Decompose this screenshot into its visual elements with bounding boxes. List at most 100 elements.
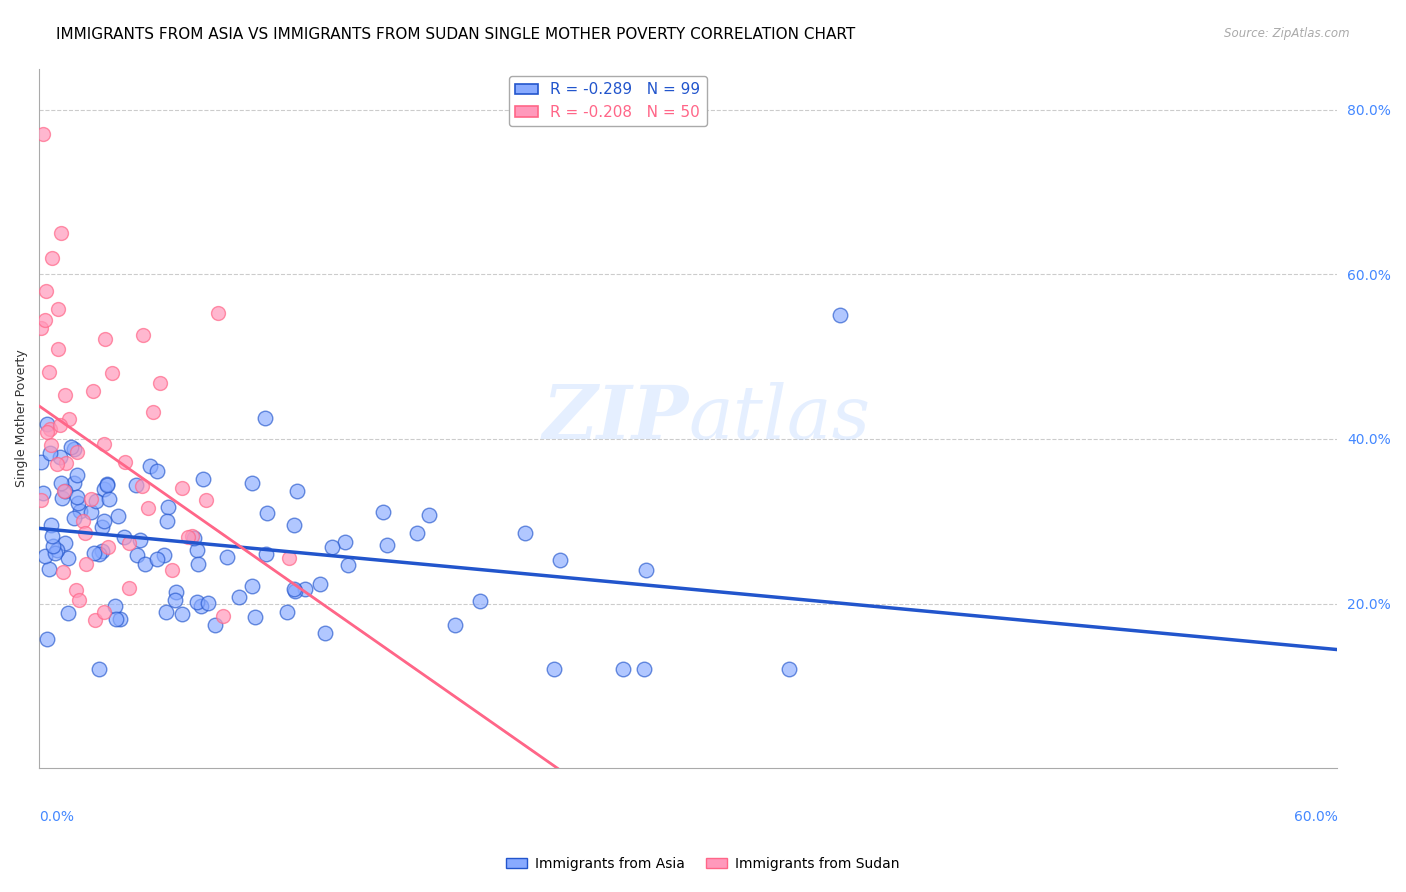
- Point: [37, 632, 59, 647]
- Point: [66, 468, 89, 483]
- Point: [125, 548, 148, 562]
- Point: [156, 514, 179, 528]
- Point: [41, 251, 63, 265]
- Legend: Immigrants from Asia, Immigrants from Sudan: Immigrants from Asia, Immigrants from Su…: [501, 851, 905, 876]
- Point: [190, 599, 212, 614]
- Point: [131, 478, 153, 492]
- Point: [80, 491, 103, 506]
- Point: [170, 607, 193, 621]
- Point: [548, 553, 571, 567]
- Point: [153, 548, 176, 562]
- Point: [543, 663, 565, 677]
- Text: ZIP: ZIP: [541, 382, 689, 455]
- Point: [39, 438, 62, 452]
- Point: [67, 593, 90, 607]
- Point: [31, 486, 53, 500]
- Point: [212, 609, 235, 624]
- Point: [633, 663, 655, 677]
- Point: [308, 577, 330, 591]
- Point: [204, 617, 226, 632]
- Point: [73, 525, 96, 540]
- Point: [30, 320, 52, 334]
- Point: [314, 626, 336, 640]
- Point: [373, 505, 395, 519]
- Point: [41, 539, 63, 553]
- Point: [104, 599, 127, 614]
- Point: [294, 582, 316, 596]
- Point: [66, 490, 89, 504]
- Point: [55, 456, 77, 470]
- Point: [41, 529, 63, 543]
- Point: [39, 517, 62, 532]
- Point: [93, 483, 115, 497]
- Point: [277, 550, 299, 565]
- Point: [207, 306, 229, 320]
- Point: [45, 542, 67, 557]
- Text: IMMIGRANTS FROM ASIA VS IMMIGRANTS FROM SUDAN SINGLE MOTHER POVERTY CORRELATION : IMMIGRANTS FROM ASIA VS IMMIGRANTS FROM …: [56, 27, 855, 42]
- Point: [634, 563, 657, 577]
- Point: [82, 384, 104, 398]
- Point: [52, 565, 75, 579]
- Point: [418, 508, 440, 523]
- Point: [170, 481, 193, 495]
- Point: [58, 550, 80, 565]
- Point: [228, 591, 250, 605]
- Point: [51, 491, 73, 505]
- Point: [60, 440, 83, 454]
- Point: [58, 412, 80, 426]
- Point: [284, 583, 307, 598]
- Point: [337, 558, 360, 573]
- Point: [136, 501, 159, 516]
- Point: [104, 612, 127, 626]
- Point: [405, 525, 427, 540]
- Point: [114, 455, 136, 469]
- Point: [118, 536, 141, 550]
- Point: [84, 494, 107, 508]
- Point: [38, 562, 60, 576]
- Point: [245, 610, 267, 624]
- Point: [49, 450, 72, 464]
- Point: [80, 505, 103, 519]
- Point: [146, 551, 169, 566]
- Point: [84, 613, 107, 627]
- Point: [183, 532, 205, 546]
- Point: [46, 342, 69, 356]
- Point: [276, 605, 298, 619]
- Legend: R = -0.289   N = 99, R = -0.208   N = 50: R = -0.289 N = 99, R = -0.208 N = 50: [509, 76, 707, 126]
- Point: [46, 302, 69, 317]
- Point: [49, 476, 72, 491]
- Point: [217, 550, 239, 565]
- Point: [142, 405, 165, 419]
- Point: [132, 328, 155, 343]
- Point: [240, 476, 263, 491]
- Y-axis label: Single Mother Poverty: Single Mother Poverty: [15, 350, 28, 487]
- Point: [34, 549, 56, 563]
- Point: [375, 538, 398, 552]
- Point: [112, 530, 135, 544]
- Point: [197, 596, 219, 610]
- Point: [48, 418, 70, 433]
- Point: [187, 557, 209, 571]
- Point: [180, 529, 202, 543]
- Point: [148, 376, 170, 390]
- Point: [138, 458, 160, 473]
- Point: [612, 663, 634, 677]
- Point: [38, 422, 60, 436]
- Point: [101, 367, 124, 381]
- Point: [49, 226, 72, 240]
- Point: [321, 540, 343, 554]
- Point: [83, 546, 105, 560]
- Point: [107, 509, 129, 524]
- Point: [53, 483, 76, 498]
- Point: [97, 540, 120, 554]
- Point: [65, 583, 87, 598]
- Point: [177, 530, 200, 544]
- Point: [470, 594, 492, 608]
- Point: [156, 500, 179, 514]
- Point: [93, 437, 115, 451]
- Point: [163, 592, 186, 607]
- Point: [30, 454, 52, 468]
- Point: [162, 562, 184, 576]
- Point: [72, 514, 94, 528]
- Point: [165, 585, 187, 599]
